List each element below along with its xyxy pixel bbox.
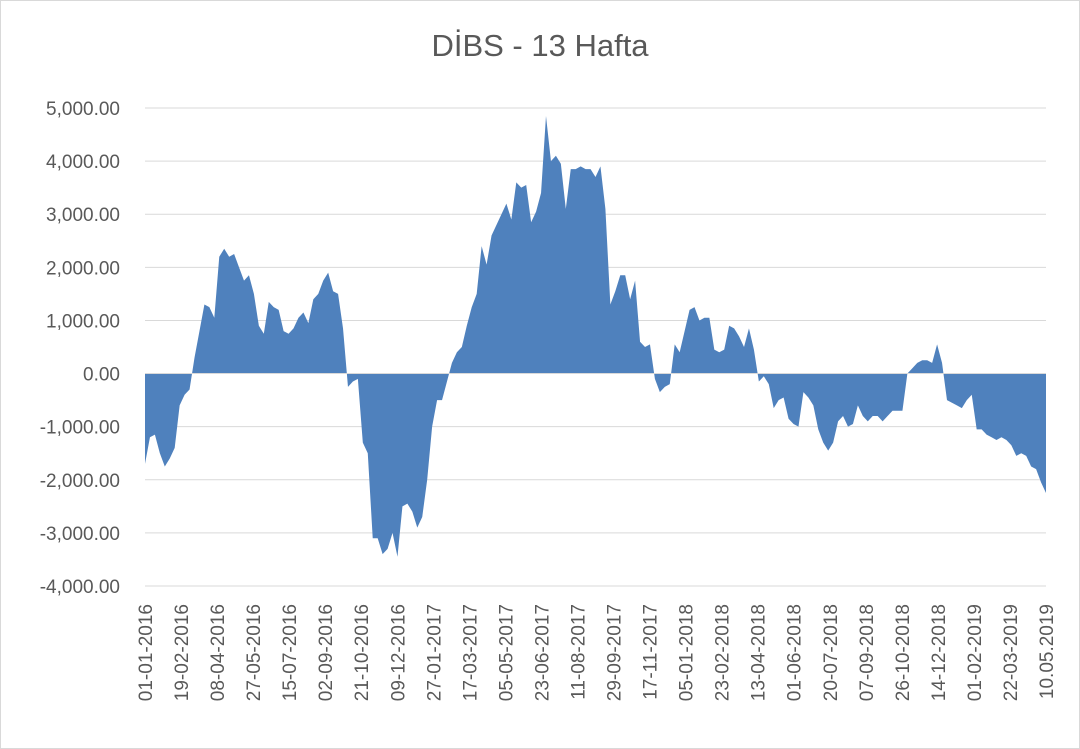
y-tick-label: 5,000.00 [46,99,120,120]
x-tick-label: 02-09-2016 [316,604,337,701]
x-tick-label: 27-01-2017 [424,604,445,701]
y-tick-label: -3,000.00 [40,524,120,545]
x-tick-label: 08-04-2016 [208,604,229,701]
y-tick-label: 4,000.00 [46,152,120,173]
y-tick-label: -4,000.00 [40,577,120,598]
x-tick-label: 23-06-2017 [532,604,553,701]
x-tick-label: 01-06-2018 [785,604,806,701]
x-tick-label: 17-03-2017 [460,604,481,701]
y-tick-label: -2,000.00 [40,471,120,492]
x-tick-label: 13-04-2018 [749,604,770,701]
y-tick-label: 2,000.00 [46,258,120,279]
x-tick-label: 17-11-2017 [641,604,662,700]
x-tick-label: 23-02-2018 [713,604,734,701]
x-tick-label: 15-07-2016 [280,604,301,701]
x-tick-label: 01-01-2016 [136,604,157,701]
y-tick-label: 3,000.00 [46,205,120,226]
x-tick-label: 05-05-2017 [496,604,517,701]
x-tick-label: 22-03-2019 [1001,604,1022,701]
y-tick-label: 0.00 [83,365,120,386]
x-tick-label: 26-10-2018 [893,604,914,701]
x-tick-label: 14-12-2018 [929,604,950,701]
x-tick-label: 21-10-2016 [352,604,373,701]
x-axis-labels: 01-01-2016 19-02-2016 08-04-2016 27-05-2016… [136,604,1058,701]
x-tick-label: 20-07-2018 [821,604,842,701]
x-tick-label: 07-09-2018 [857,604,878,701]
x-tick-label: 05-01-2018 [677,604,698,701]
chart-title: DİBS - 13 Hafta [431,28,649,63]
area-series [145,115,1046,557]
area-fill [145,115,1046,557]
y-tick-label: -1,000.00 [40,418,120,439]
x-tick-label: 10.05.2019 [1037,604,1058,699]
x-tick-label: 11-08-2017 [568,604,589,700]
y-axis-labels: 5,000.00 4,000.00 3,000.00 2,000.00 1,000.00… [40,99,120,598]
x-tick-label: 19-02-2016 [172,604,193,701]
y-tick-label: 1,000.00 [46,311,120,332]
x-tick-label: 29-09-2017 [605,604,626,701]
x-tick-label: 01-02-2019 [965,604,986,701]
x-tick-label: 09-12-2016 [388,604,409,701]
x-tick-label: 27-05-2016 [244,604,265,701]
